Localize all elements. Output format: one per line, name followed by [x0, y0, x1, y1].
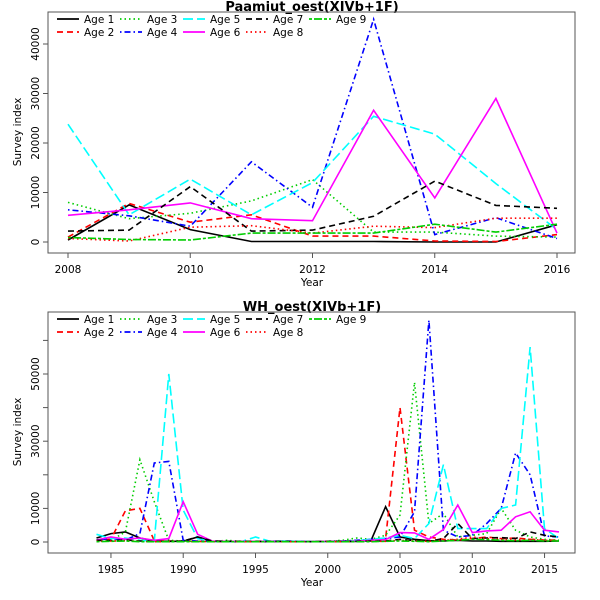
- legend-item: Age 9: [309, 14, 366, 26]
- x-tick-label: 2016: [544, 264, 571, 276]
- series-line-age-6: [96, 499, 560, 543]
- x-axis: 1985 1990 1995 2000 2005 2010 2015: [98, 552, 558, 576]
- x-tick-label: 2014: [421, 264, 448, 276]
- y-axis: 0 10000 20000 30000 40000: [30, 27, 49, 246]
- x-tick-label: 2010: [459, 564, 486, 576]
- x-axis: 2008 2010 2012 2014 2016: [55, 252, 571, 276]
- series-line-age-4: [67, 16, 558, 240]
- legend-label: Age 3: [147, 314, 177, 326]
- y-tick-label: 50000: [30, 357, 42, 390]
- series-line-age-5: [67, 115, 558, 231]
- series-line-age-1: [96, 504, 560, 543]
- legend-label: Age 5: [210, 314, 240, 326]
- y-tick-label: 30000: [30, 424, 42, 457]
- series-group: [96, 320, 560, 543]
- series-line-age-8: [67, 217, 557, 242]
- legend-item: Age 7: [246, 14, 303, 26]
- x-tick-label: 2005: [387, 564, 414, 576]
- y-axis-label: Survey index: [12, 398, 24, 467]
- legend-label: Age 6: [210, 327, 241, 339]
- plot-frame: [47, 11, 576, 254]
- chart-title: Paamiut_oest(XIVb+1F): [225, 0, 398, 15]
- y-tick-label: 0: [30, 239, 42, 246]
- x-tick-label: 2012: [299, 264, 326, 276]
- x-tick-label: 1990: [170, 564, 197, 576]
- series-line-age-7: [67, 180, 558, 232]
- series-line-age-2: [67, 202, 558, 243]
- legend-label: Age 5: [210, 14, 240, 26]
- legend-item: Age 3: [120, 314, 177, 326]
- chart-title: WH_oest(XIVb+1F): [243, 300, 381, 315]
- chart-panel-paamiut: Paamiut_oest(XIVb+1F) 0 10000 20000 30000 40…: [12, 0, 576, 289]
- legend-label: Age 9: [336, 314, 366, 326]
- series-line-age-5: [96, 347, 560, 543]
- x-tick-label: 2000: [314, 564, 341, 576]
- legend-item: Age 4: [120, 27, 178, 39]
- legend-label: Age 6: [210, 27, 241, 39]
- legend-item: Age 5: [183, 14, 240, 26]
- y-tick-label: 0: [30, 539, 42, 546]
- x-axis-label: Year: [300, 577, 324, 589]
- legend-item: Age 1: [57, 314, 114, 326]
- y-tick-label: 10000: [30, 492, 42, 525]
- legend-label: Age 7: [273, 314, 303, 326]
- legend-item: Age 3: [120, 14, 177, 26]
- legend-label: Age 9: [336, 14, 366, 26]
- legend-label: Age 4: [147, 27, 178, 39]
- y-axis: 0 10000 30000 50000: [30, 339, 49, 546]
- legend-item: Age 6: [183, 27, 241, 39]
- legend-item: Age 8: [246, 27, 303, 39]
- legend-label: Age 1: [84, 314, 114, 326]
- legend-label: Age 4: [147, 327, 178, 339]
- legend-label: Age 8: [273, 327, 303, 339]
- legend-label: Age 3: [147, 14, 177, 26]
- legend-label: Age 2: [84, 327, 114, 339]
- series-line-age-9: [67, 223, 558, 241]
- x-tick-label: 2010: [177, 264, 204, 276]
- legend-item: Age 2: [57, 327, 114, 339]
- legend-label: Age 1: [84, 14, 114, 26]
- x-tick-label: 1995: [242, 564, 269, 576]
- x-tick-label: 2015: [531, 564, 558, 576]
- series-line-age-6: [67, 96, 558, 234]
- legend-item: Age 1: [57, 14, 114, 26]
- legend-item: Age 6: [183, 327, 241, 339]
- legend-item: Age 7: [246, 314, 303, 326]
- y-tick-label: 30000: [30, 77, 42, 110]
- legend-item: Age 5: [183, 314, 240, 326]
- series-line-age-9: [96, 538, 559, 543]
- legend-item: Age 9: [309, 314, 366, 326]
- x-tick-label: 2008: [55, 264, 82, 276]
- series-line-age-4: [96, 320, 560, 543]
- legend-label: Age 2: [84, 27, 114, 39]
- legend-item: Age 4: [120, 327, 178, 339]
- y-tick-label: 10000: [30, 176, 42, 209]
- series-group: [67, 16, 558, 243]
- legend-label: Age 7: [273, 14, 303, 26]
- x-tick-label: 1985: [98, 564, 125, 576]
- y-tick-label: 20000: [30, 126, 42, 159]
- y-axis-label: Survey index: [12, 98, 24, 167]
- x-axis-label: Year: [300, 277, 324, 289]
- legend-item: Age 2: [57, 27, 114, 39]
- legend-item: Age 8: [246, 327, 303, 339]
- y-tick-label: 40000: [30, 27, 42, 60]
- legend-label: Age 8: [273, 27, 303, 39]
